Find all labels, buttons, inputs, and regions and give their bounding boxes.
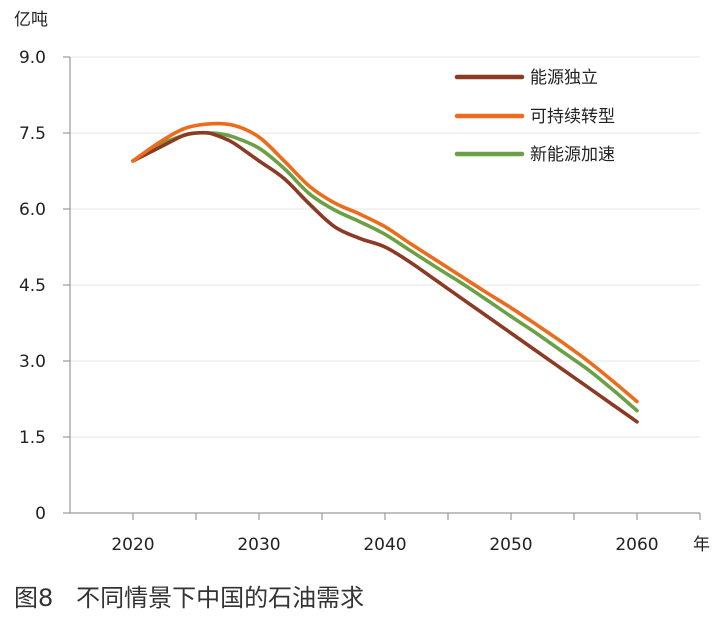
y-axis-unit: 亿吨 [14,10,48,30]
y-tick-label: 9.0 [19,48,46,68]
y-tick-label: 0 [35,504,46,524]
figure-caption: 图8 不同情景下中国的石油需求 [14,578,364,613]
axes: 0 1.5 3.0 4.5 6.0 7.5 9.0 2020 2030 2040 2050 2060 [19,48,701,555]
legend-label: 可持续转型 [530,107,615,127]
x-tick-label: 2060 [615,535,658,555]
y-tick-label: 6.0 [19,200,46,220]
legend-label: 能源独立 [530,68,598,88]
x-axis-unit: 年 [693,535,710,555]
y-tick-label: 4.5 [19,276,46,296]
y-tick-label: 3.0 [19,352,46,372]
figure-number: 图8 [14,584,54,612]
y-tick-label: 7.5 [19,124,46,144]
series-lines [131,121,639,424]
x-tick-label: 2020 [111,535,154,555]
series-line-2 [131,121,639,404]
figure-title: 不同情景下中国的石油需求 [76,584,365,612]
series-line-1 [131,130,639,424]
x-tick-label: 2040 [363,535,406,555]
x-tick-label: 2030 [237,535,280,555]
legend-label: 新能源加速 [530,145,615,165]
y-tick-label: 1.5 [19,428,46,448]
x-tick-label: 2050 [489,535,532,555]
